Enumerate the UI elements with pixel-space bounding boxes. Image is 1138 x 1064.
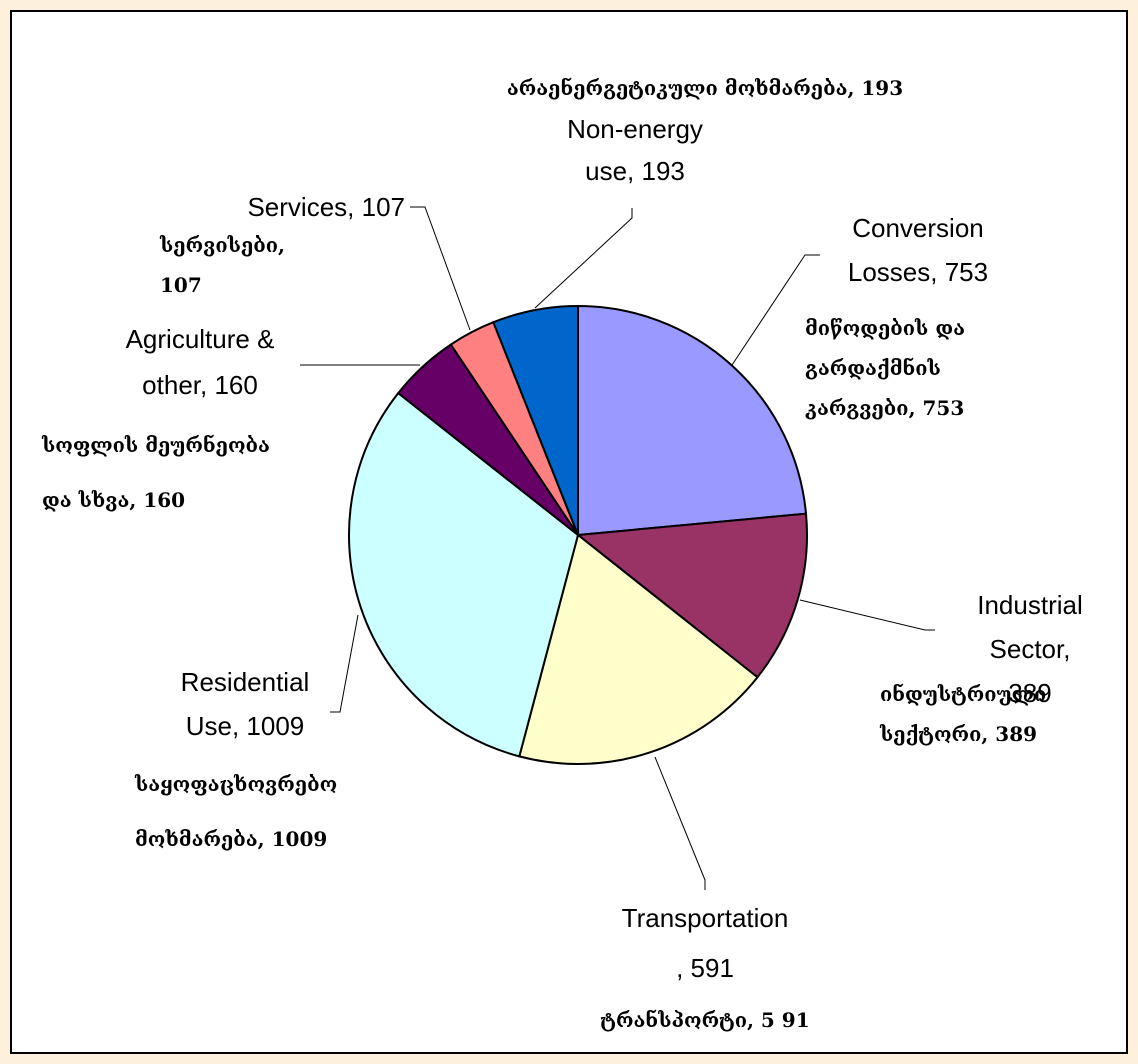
data-label: Residential Use, 1009 xyxy=(180,667,310,741)
leader-line xyxy=(799,599,935,631)
data-label-georgian: საყოფაცხოვრებო მოხმარება, 1009 xyxy=(135,772,338,851)
leader-line xyxy=(410,206,471,331)
pie-slice xyxy=(518,533,759,765)
data-label-georgian: სერვისები, 107 xyxy=(160,233,285,297)
pie-slice xyxy=(577,304,808,537)
data-label: Services, 107 xyxy=(247,192,405,222)
pie-slice xyxy=(575,512,808,679)
data-label-georgian: მიწოდების და გარდაქმნის კარგვები, 753 xyxy=(805,316,965,420)
leader-lines xyxy=(300,206,935,890)
data-label: Industrial Sector, 389 xyxy=(977,590,1083,708)
data-label-georgian: ტრანსპორტი, 5 91 xyxy=(600,1008,810,1032)
data-label: Agriculture & other, 160 xyxy=(125,324,275,400)
data-label: Conversion Losses, 753 xyxy=(847,213,989,287)
leader-line xyxy=(654,756,706,890)
pie-slice xyxy=(348,391,580,758)
leader-line xyxy=(731,254,820,366)
data-label-georgian: არაენერგეტიკული მოხმარება, 193 xyxy=(506,76,904,100)
pie-slice xyxy=(492,304,579,536)
data-label-georgian: სოფლის მეურნეობა და სხვა, 160 xyxy=(42,433,270,512)
leader-line xyxy=(330,614,359,713)
data-label: Transportation , 591 xyxy=(621,903,789,983)
data-label-georgian: ინდუსტრიული სექტორი, 389 xyxy=(880,682,1047,746)
data-label: Non-energy use, 193 xyxy=(567,114,703,186)
leader-line xyxy=(534,208,633,309)
